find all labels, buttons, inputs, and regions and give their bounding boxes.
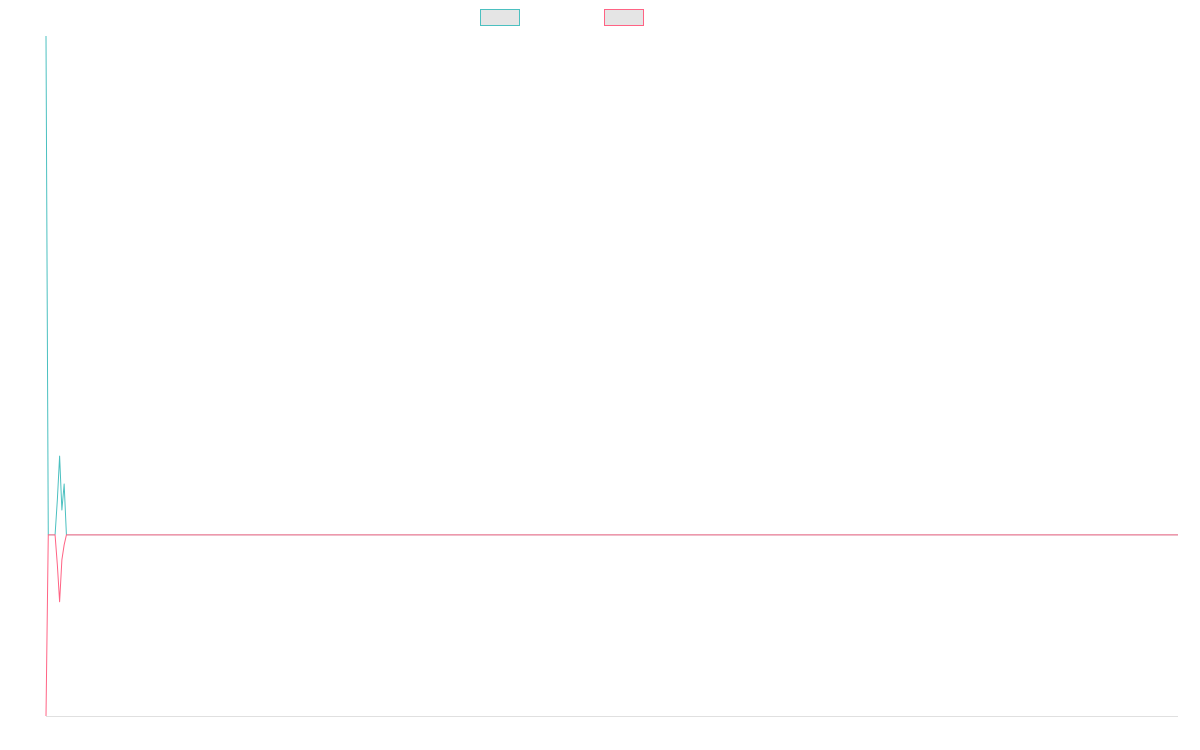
legend <box>480 9 644 26</box>
series-line-2 <box>45 534 1178 717</box>
series-line-1 <box>45 35 1178 536</box>
series-layer <box>45 35 1178 717</box>
legend-item-2[interactable] <box>604 9 644 26</box>
legend-item-1[interactable] <box>480 9 520 26</box>
